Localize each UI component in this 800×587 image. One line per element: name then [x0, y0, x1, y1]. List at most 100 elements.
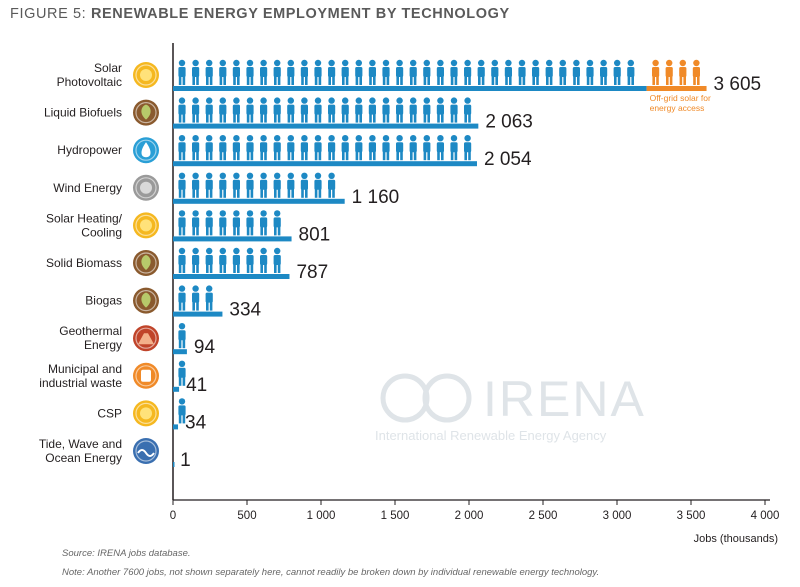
worker-icon — [341, 135, 349, 161]
icon-ring — [135, 214, 157, 236]
worker-icon — [491, 59, 499, 85]
worker-icon — [692, 59, 700, 85]
bar — [173, 462, 175, 467]
category-label: Cooling — [81, 225, 122, 239]
worker-icon — [314, 172, 322, 198]
icon-ring — [135, 64, 157, 86]
icon-ring — [135, 327, 157, 349]
x-tick-label: 4 000 — [751, 510, 780, 522]
worker-icon — [232, 210, 240, 236]
worker-icon — [219, 172, 227, 198]
worker-icon — [368, 59, 376, 85]
worker-icon — [178, 97, 186, 123]
worker-icon — [436, 59, 444, 85]
bar — [173, 198, 345, 204]
worker-icon — [192, 210, 200, 236]
bar — [173, 236, 292, 242]
worker-icon — [178, 285, 186, 311]
worker-icon — [178, 360, 186, 386]
worker-icon — [314, 59, 322, 85]
worker-icon — [396, 59, 404, 85]
category-label: Ocean Energy — [45, 451, 122, 465]
wind-core — [140, 181, 152, 194]
worker-icon — [382, 97, 390, 123]
source-note: Source: IRENA jobs database. — [62, 548, 191, 559]
leaf-shape — [141, 104, 151, 120]
value-label: 334 — [229, 300, 261, 321]
bar — [173, 123, 479, 129]
worker-icon — [572, 59, 580, 85]
worker-icon — [246, 59, 254, 85]
x-tick-label: 0 — [170, 510, 176, 522]
worker-icon — [192, 247, 200, 273]
leaf-shape — [141, 292, 151, 308]
worker-icon — [409, 135, 417, 161]
worker-icon — [192, 59, 200, 85]
category-label: CSP — [97, 406, 122, 420]
bar — [173, 274, 290, 279]
value-label: 1 — [180, 450, 191, 471]
value-label: 3 605 — [714, 74, 762, 95]
x-tick-label: 2 000 — [455, 510, 484, 522]
worker-icon — [273, 97, 281, 123]
category-label: Energy — [84, 338, 122, 352]
worker-icon — [273, 172, 281, 198]
value-label: 1 160 — [352, 187, 400, 208]
worker-icon — [205, 97, 213, 123]
worker-icon — [665, 59, 673, 85]
worker-icon — [382, 59, 390, 85]
worker-icon — [232, 97, 240, 123]
value-label: 2 054 — [484, 149, 532, 170]
wave-shape — [137, 449, 155, 457]
worker-icon — [382, 135, 390, 161]
x-tick-label: 1 500 — [381, 510, 410, 522]
worker-icon — [314, 135, 322, 161]
sun-core — [140, 69, 152, 81]
worker-icon — [355, 135, 363, 161]
worker-icon — [260, 135, 268, 161]
worker-icon — [219, 59, 227, 85]
sun-core — [140, 219, 152, 232]
figure-label: FIGURE 5: — [10, 6, 87, 22]
worker-icon — [205, 59, 213, 85]
worker-icon — [464, 135, 472, 161]
worker-icon — [396, 97, 404, 123]
footnote: Note: Another 7600 jobs, not shown separ… — [62, 567, 600, 578]
worker-icon — [559, 59, 567, 85]
icon-ring — [135, 440, 157, 462]
worker-icon — [219, 210, 227, 236]
worker-icon — [178, 210, 186, 236]
icon-ring — [135, 252, 157, 274]
category-label: Solar — [94, 61, 122, 75]
worker-icon — [273, 247, 281, 273]
worker-icon — [355, 59, 363, 85]
x-axis-label: Jobs (thousands) — [694, 533, 778, 545]
worker-icon — [273, 59, 281, 85]
worker-icon — [328, 135, 336, 161]
off-grid-label: energy access — [650, 103, 705, 113]
worker-icon — [464, 97, 472, 123]
watermark-name: IRENA — [483, 371, 646, 427]
worker-icon — [314, 97, 322, 123]
worker-icon — [450, 135, 458, 161]
bar — [173, 424, 179, 430]
leaf-shape — [141, 255, 151, 270]
worker-icon — [300, 59, 308, 85]
category-label: Photovoltaic — [57, 75, 122, 89]
worker-icon — [287, 59, 295, 85]
worker-icon — [192, 285, 200, 311]
worker-icon — [246, 135, 254, 161]
worker-icon — [232, 247, 240, 273]
worker-icon — [450, 59, 458, 85]
worker-icon — [232, 59, 240, 85]
worker-icon — [328, 59, 336, 85]
category-label: Solar Heating/ — [46, 211, 123, 225]
bar-segment-off-grid — [646, 86, 707, 91]
worker-icon — [205, 247, 213, 273]
icon-ring — [135, 101, 157, 124]
worker-icon — [652, 59, 660, 85]
category-label: industrial waste — [39, 376, 122, 390]
worker-icon — [423, 97, 431, 123]
bar — [173, 161, 477, 167]
worker-icon — [341, 97, 349, 123]
